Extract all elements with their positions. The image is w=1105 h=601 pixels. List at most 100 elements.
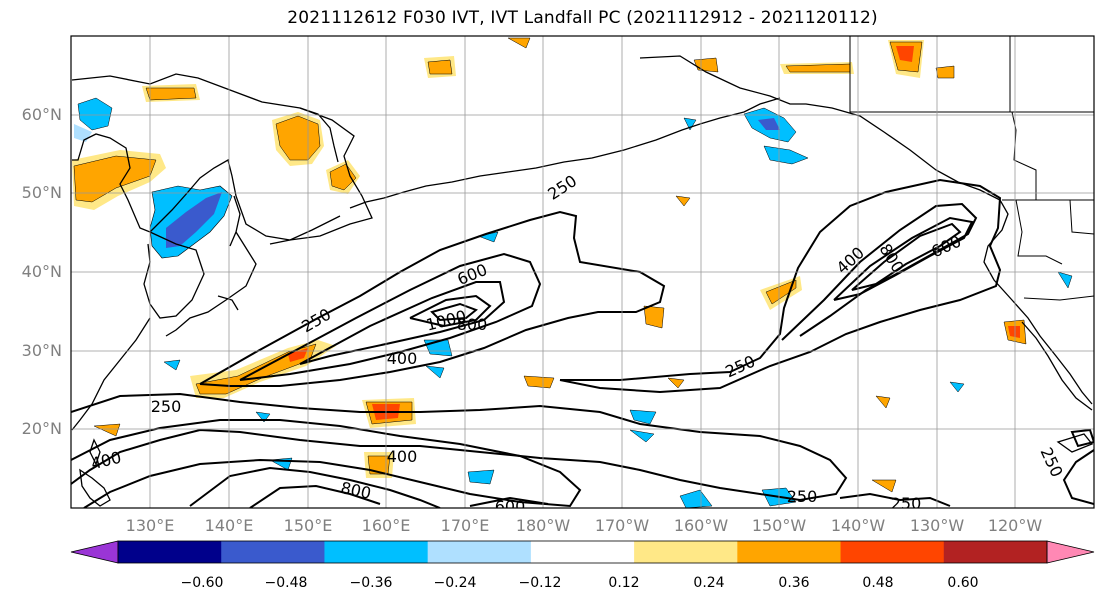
positive-anomaly-patch	[765, 279, 797, 305]
ivt-contour-800	[249, 484, 381, 508]
positive-anomaly-patch	[523, 375, 555, 389]
ivt-contour-250	[199, 210, 666, 387]
colorbar-tick-label: −0.36	[350, 575, 393, 591]
border-line	[849, 36, 1094, 113]
positive-anomaly-patch	[275, 115, 321, 161]
lon-tick-label: 130°E	[126, 516, 175, 535]
ivt-contour-600	[189, 466, 441, 508]
colorbar-tick-label: 0.48	[862, 575, 893, 591]
political-borders	[849, 36, 1094, 301]
positive-anomaly-patch	[288, 348, 308, 362]
korea-coastline	[143, 231, 205, 319]
negative-anomaly-patch	[683, 117, 697, 131]
ivt-contour-1000	[430, 302, 478, 322]
colorbar-swatch	[427, 541, 532, 563]
contour-labels: 250 250 600 1000 800 400 250 400 800 600…	[89, 171, 1067, 516]
aleutian-islands	[269, 123, 701, 245]
lon-tick-label: 140°E	[205, 516, 254, 535]
contour-label: 250	[891, 494, 922, 513]
negative-anomaly-patch	[423, 339, 453, 357]
map-frame	[70, 35, 1095, 509]
colorbar-frame	[117, 540, 1048, 564]
ivt-contour-250	[1070, 428, 1094, 448]
colorbar-tick-label: −0.24	[434, 575, 477, 591]
kamchatka-coastline	[299, 107, 339, 163]
colorbar-swatch	[530, 541, 635, 563]
positive-anomaly-patch	[896, 46, 914, 62]
ivt-contour-250	[71, 392, 848, 502]
alaska-peninsula	[699, 97, 781, 125]
sakhalin-coastline	[229, 195, 241, 247]
negative-anomaly-patch	[255, 411, 271, 423]
lon-tick-label: 140°W	[831, 516, 886, 535]
contour-label: 400	[387, 447, 418, 466]
positive-anomaly-patch	[675, 195, 691, 207]
lon-tick-label: 150°E	[284, 516, 333, 535]
longitude-labels: 130°E 140°E 150°E 160°E 170°E 180°W 170°…	[126, 516, 1043, 535]
contour-label: 800	[457, 315, 488, 334]
negative-anomaly-patch	[74, 124, 92, 142]
positive-anomaly-patch	[507, 37, 531, 49]
positive-anomaly-patch	[871, 479, 897, 493]
contour-label: 250	[151, 397, 182, 416]
colorbar-tick-label: −0.48	[265, 575, 308, 591]
mexico-coastline	[1056, 433, 1094, 453]
positive-anomaly-patch	[643, 305, 665, 329]
ivt-contour-600	[833, 216, 974, 301]
ivt-contour-250	[1062, 449, 1094, 505]
lat-tick-label: 40°N	[22, 262, 62, 281]
lon-tick-label: 180°W	[516, 516, 571, 535]
ivt-contour-800	[851, 222, 962, 291]
negative-anomaly-patch	[763, 145, 809, 165]
colorbar-tick-label: 0.24	[693, 575, 724, 591]
lat-tick-label: 50°N	[22, 183, 62, 202]
negative-anomaly-patch	[77, 97, 113, 131]
ivt-contour-600	[469, 496, 549, 507]
contour-label: 600	[495, 497, 526, 516]
negative-anomaly-patch	[629, 409, 657, 425]
ivt-contour-250	[559, 178, 1002, 394]
positive-anomaly-patch	[693, 57, 719, 73]
positive-anomaly-patch	[93, 423, 121, 437]
colorbar-swatch	[118, 541, 222, 563]
latitude-labels: 60°N 50°N 40°N 30°N 20°N	[22, 105, 62, 438]
contour-label: 600	[454, 260, 489, 289]
border-line	[1015, 199, 1063, 265]
ivt-contour-400	[71, 419, 582, 508]
positive-anomaly-patch	[1008, 326, 1020, 338]
colorbar-swatches	[70, 540, 1095, 564]
lat-tick-label: 60°N	[22, 105, 62, 124]
positive-anomaly-patch	[667, 377, 685, 389]
contour-label: 250	[1036, 444, 1066, 480]
alaska-coastline	[639, 55, 1093, 405]
positive-anomaly-patch	[875, 395, 891, 409]
graticule	[71, 36, 1094, 508]
negative-anomaly-patch	[679, 489, 713, 508]
lon-tick-label: 170°W	[595, 516, 650, 535]
contour-label: 250	[787, 487, 818, 506]
border-line	[1069, 199, 1094, 235]
lon-tick-label: 160°W	[674, 516, 729, 535]
colorbar-swatch	[221, 541, 325, 563]
asia-coastline	[71, 73, 373, 241]
colorbar: −0.60 −0.48 −0.36 −0.24 −0.12 0.12 0.24 …	[70, 540, 1095, 591]
contour-label: 600	[928, 232, 964, 262]
positive-anomaly-patch	[73, 155, 157, 203]
positive-anomaly-patch	[427, 59, 453, 75]
baja-coastline	[1021, 321, 1093, 411]
colorbar-tick-label: 0.12	[608, 575, 639, 591]
colorbar-swatch	[737, 541, 842, 563]
positive-anomaly-patch	[145, 87, 197, 101]
lat-tick-label: 30°N	[22, 341, 62, 360]
contour-label: 250	[544, 171, 580, 204]
negative-anomaly-patch	[1057, 271, 1073, 289]
colorbar-swatch	[840, 541, 945, 563]
ivt-contour-800	[409, 294, 492, 328]
contour-label: 250	[722, 352, 758, 382]
negative-anomaly-patch	[758, 118, 780, 130]
colorbar-tick-labels: −0.60 −0.48 −0.36 −0.24 −0.12 0.12 0.24 …	[181, 575, 979, 591]
contour-label: 400	[89, 448, 123, 474]
japan-coastline	[165, 231, 257, 337]
border-line	[1011, 111, 1037, 200]
